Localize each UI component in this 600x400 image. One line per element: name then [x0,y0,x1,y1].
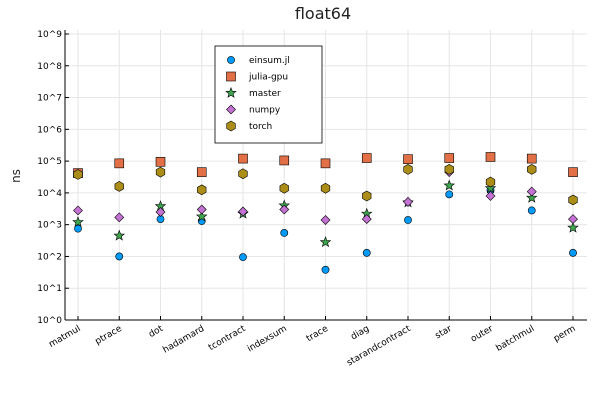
y-tick-label: 10^6 [37,125,62,135]
data-point [195,210,208,222]
data-point [361,153,372,163]
data-point [403,196,413,207]
legend-marker [226,71,236,82]
legend-marker [226,104,236,115]
legend-label: master [249,89,281,99]
data-point [526,186,537,197]
data-point [320,182,331,194]
data-point [526,153,537,164]
x-tick-label: perm [552,324,577,344]
data-point [321,265,330,274]
x-tick-label: diag [349,324,371,342]
data-point [443,179,456,191]
legend-label: julia-gpu [248,73,288,83]
x-tick-label: indexsum [246,324,289,355]
series-julia-gpu [73,152,578,178]
legend-marker [227,56,235,64]
data-point [444,153,455,163]
chart-title: float64 [295,4,351,23]
legend-marker [225,86,237,98]
data-point [238,153,248,164]
data-point [72,216,84,228]
data-point [320,215,331,225]
x-tick-label: dot [147,324,165,340]
y-tick-label: 10^8 [37,62,62,72]
y-tick-label: 10^3 [37,221,62,231]
data-point [114,212,125,223]
legend-label: einsum.jl [249,56,290,66]
data-point [319,236,332,248]
data-point [445,190,454,199]
data-point [568,194,578,206]
data-point [197,184,207,196]
data-point [320,158,331,169]
data-point [484,182,497,194]
x-tick-label: trace [305,324,331,345]
y-tick-label: 10^9 [37,30,62,40]
data-point [403,154,413,164]
y-axis-label: ns [9,169,23,183]
axes [64,30,587,321]
data-point [114,181,124,192]
legend-marker [226,120,236,132]
y-tick-label: 10^0 [37,316,62,326]
data-points [72,152,579,274]
x-tick-label: hadamard [161,324,206,356]
series-torch [73,164,578,206]
data-point [155,207,166,217]
y-tick-label: 10^4 [37,189,62,199]
y-tick-label: 10^2 [37,252,62,262]
legend-label: numpy [249,106,281,116]
data-point [279,155,290,166]
data-point [196,167,207,177]
y-tick-label: 10^5 [37,157,62,167]
data-point [115,252,124,261]
data-point [444,164,454,175]
data-point [527,164,537,175]
series-einsum-jl [74,186,577,274]
data-point [74,224,82,233]
legend-label: torch [249,122,272,132]
data-point [238,168,248,180]
data-point [569,248,577,257]
data-point [527,206,536,215]
data-point [280,229,289,237]
x-tick-label: ptrace [94,324,124,347]
data-point [279,204,290,215]
data-point [485,152,496,162]
data-point [568,214,578,224]
x-tick-label: outer [469,324,495,345]
data-point [73,169,83,180]
data-point [113,229,126,241]
data-point [362,248,371,257]
data-point [196,204,207,215]
x-tick-label: matmul [47,324,82,350]
data-point [239,253,247,262]
data-point [567,221,579,233]
grid [65,30,587,321]
data-point [485,191,496,201]
data-point [238,206,248,217]
data-point [404,216,412,224]
data-point [114,158,125,169]
data-point [568,167,578,177]
data-point [525,191,538,203]
data-point [361,214,372,224]
data-point [362,190,372,202]
data-point [403,164,413,175]
y-tick-label: 10^7 [37,94,62,104]
x-tick-label: batchmul [495,324,537,354]
data-point [279,182,289,194]
x-tick-label: tcontract [207,324,248,353]
data-point [485,176,496,188]
data-point [155,166,166,178]
legend: einsum.jl julia-gpu master numpy torch [214,45,323,144]
data-point [155,157,166,167]
series-numpy [73,167,578,225]
x-tick-label: star [434,324,454,342]
data-point [73,205,83,216]
y-tick-label: 10^1 [37,284,62,294]
